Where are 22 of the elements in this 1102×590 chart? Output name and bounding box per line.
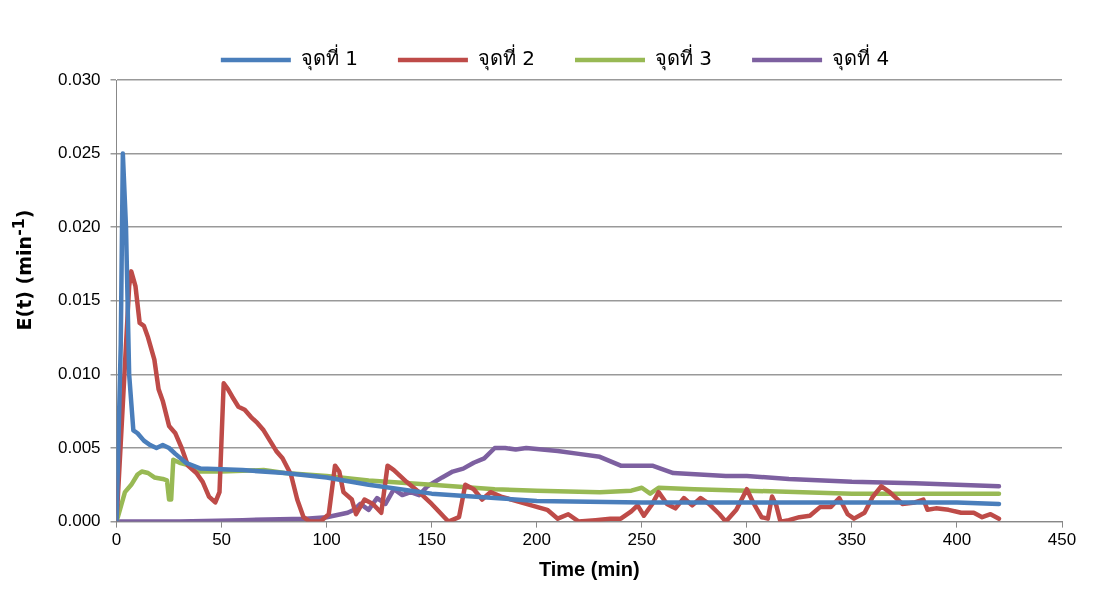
- x-tick-label: 50: [212, 530, 232, 550]
- legend-label: จุดที่ 2: [477, 44, 536, 72]
- y-tick-label: 0.030: [57, 69, 101, 89]
- x-tick-label: 200: [522, 530, 551, 550]
- y-tick-label: 0.015: [57, 290, 101, 310]
- x-axis-title: Time (min): [538, 557, 640, 580]
- legend-label: จุดที่ 1: [300, 44, 358, 72]
- x-tick-label: 0: [111, 530, 122, 550]
- y-tick-label: 0.010: [57, 364, 101, 384]
- y-tick-label: 0.000: [57, 511, 101, 531]
- legend-label: จุดที่ 3: [655, 44, 713, 72]
- x-tick-label: 300: [732, 530, 762, 550]
- y-tick-label: 0.025: [57, 143, 101, 163]
- x-tick-label: 100: [312, 530, 341, 550]
- legend-label: จุดที่ 4: [832, 44, 890, 72]
- x-tick-label: 250: [627, 530, 656, 550]
- y-tick-label: 0.020: [57, 216, 101, 236]
- x-tick-label: 350: [837, 530, 867, 550]
- y-tick-label: 0.005: [57, 437, 101, 457]
- x-tick-label: 450: [1047, 530, 1077, 550]
- x-tick-label: 400: [942, 530, 972, 550]
- x-tick-label: 150: [417, 530, 446, 550]
